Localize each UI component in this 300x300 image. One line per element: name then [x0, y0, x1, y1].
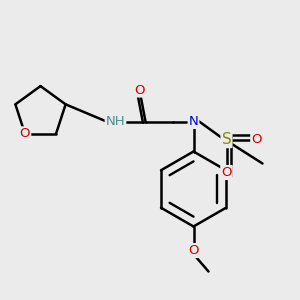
Text: O: O: [251, 133, 262, 146]
Text: S: S: [222, 132, 231, 147]
Text: NH: NH: [106, 115, 125, 128]
Text: O: O: [188, 244, 199, 257]
Text: O: O: [134, 83, 145, 97]
Text: O: O: [221, 166, 232, 179]
Text: N: N: [189, 115, 198, 128]
Text: O: O: [20, 128, 30, 140]
